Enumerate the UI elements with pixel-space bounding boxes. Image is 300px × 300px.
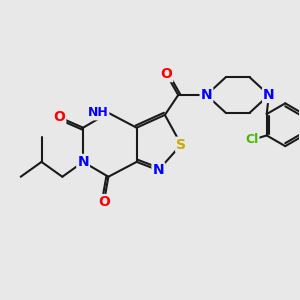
Text: S: S <box>176 138 186 152</box>
Text: Cl: Cl <box>245 134 259 146</box>
Text: O: O <box>160 67 172 81</box>
Text: N: N <box>201 88 212 102</box>
Text: N: N <box>152 163 164 177</box>
Text: O: O <box>98 195 110 209</box>
Text: N: N <box>77 155 89 169</box>
Text: NH: NH <box>88 106 108 119</box>
Text: O: O <box>53 110 65 124</box>
Text: N: N <box>263 88 275 102</box>
